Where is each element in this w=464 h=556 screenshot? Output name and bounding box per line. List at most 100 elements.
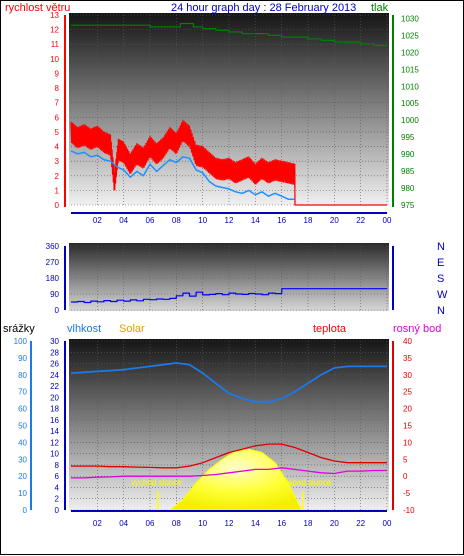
wind-tick-label: 10 bbox=[50, 55, 59, 64]
sunrise-label: východ slunce bbox=[131, 478, 182, 487]
temp-tick-label: -5 bbox=[403, 489, 411, 498]
pressure-label: tlak bbox=[371, 2, 389, 14]
precip-tick-label: 14 bbox=[50, 427, 59, 436]
precip-tick-label: 8 bbox=[55, 461, 60, 470]
pressure-tick-label: 1005 bbox=[401, 99, 419, 108]
direction-tick-label: 90 bbox=[50, 290, 59, 299]
precip-tick-label: 12 bbox=[50, 438, 59, 447]
temp-tick-label: 30 bbox=[403, 371, 412, 380]
solar-label: Solar bbox=[119, 323, 145, 335]
pressure-tick-label: 985 bbox=[401, 167, 415, 176]
precipitation-label: srážky bbox=[3, 323, 35, 335]
temperature-line bbox=[71, 443, 387, 469]
temperature-label: teplota bbox=[313, 323, 347, 335]
x-tick-label: 22 bbox=[356, 519, 365, 528]
x-tick-label: 16 bbox=[277, 519, 286, 528]
x-tick-label: 08 bbox=[172, 216, 181, 225]
pressure-tick-label: 975 bbox=[401, 201, 415, 210]
wind-tick-label: 0 bbox=[55, 201, 60, 210]
solar-area bbox=[168, 448, 303, 511]
pressure-tick-label: 980 bbox=[401, 184, 415, 193]
x-tick-label: 18 bbox=[304, 216, 313, 225]
x-tick-label: 12 bbox=[225, 519, 234, 528]
compass-tick-label: N bbox=[437, 241, 445, 253]
chart-title: 24 hour graph day : 28 February 2013 bbox=[171, 2, 356, 14]
temp-tick-label: -10 bbox=[403, 506, 415, 515]
x-tick-label: 20 bbox=[330, 519, 339, 528]
x-tick-label: 10 bbox=[198, 519, 207, 528]
wind-tick-label: 9 bbox=[55, 69, 60, 78]
pressure-tick-label: 1010 bbox=[401, 82, 419, 91]
x-tick-label: 08 bbox=[172, 519, 181, 528]
temp-tick-label: 25 bbox=[403, 388, 412, 397]
humidity-tick-label: 0 bbox=[23, 506, 28, 515]
temp-tick-label: 10 bbox=[403, 438, 412, 447]
humidity-tick-label: 90 bbox=[18, 354, 27, 363]
humidity-tick-label: 50 bbox=[18, 422, 27, 431]
humidity-tick-label: 80 bbox=[18, 371, 27, 380]
humidity-tick-label: 60 bbox=[18, 405, 27, 414]
pressure-tick-label: 1025 bbox=[401, 31, 419, 40]
compass-tick-label: S bbox=[437, 273, 444, 285]
precip-tick-label: 10 bbox=[50, 450, 59, 459]
precip-tick-label: 0 bbox=[55, 506, 60, 515]
wind-tick-label: 7 bbox=[55, 99, 60, 108]
compass-tick-label: E bbox=[437, 257, 444, 269]
wind-tick-label: 2 bbox=[55, 172, 60, 181]
wind-tick-label: 5 bbox=[55, 128, 60, 137]
precip-tick-label: 2 bbox=[55, 495, 60, 504]
temp-tick-label: 15 bbox=[403, 422, 412, 431]
compass-tick-label: W bbox=[437, 289, 448, 301]
wind-tick-label: 6 bbox=[55, 113, 60, 122]
precip-tick-label: 24 bbox=[50, 371, 59, 380]
precip-tick-label: 20 bbox=[50, 393, 59, 402]
wind-tick-label: 12 bbox=[50, 26, 59, 35]
humidity-tick-label: 40 bbox=[18, 438, 27, 447]
pressure-tick-label: 995 bbox=[401, 133, 415, 142]
pressure-tick-label: 1030 bbox=[401, 14, 419, 23]
wind-tick-label: 1 bbox=[55, 186, 60, 195]
precip-tick-label: 16 bbox=[50, 416, 59, 425]
x-tick-label: 06 bbox=[146, 519, 155, 528]
humidity-tick-label: 100 bbox=[14, 337, 28, 346]
direction-tick-label: 0 bbox=[55, 306, 60, 315]
wind-tick-label: 11 bbox=[51, 40, 60, 49]
precip-tick-label: 26 bbox=[50, 360, 59, 369]
sunset-label: západ slunce bbox=[284, 478, 332, 487]
humidity-label: vlhkost bbox=[67, 323, 101, 335]
wind-speed-line bbox=[70, 119, 387, 206]
direction-tick-label: 360 bbox=[46, 242, 60, 251]
precip-tick-label: 28 bbox=[50, 348, 59, 357]
humidity-tick-label: 20 bbox=[18, 472, 27, 481]
temp-tick-label: 20 bbox=[403, 405, 412, 414]
precip-tick-label: 30 bbox=[50, 337, 59, 346]
precip-tick-label: 22 bbox=[50, 382, 59, 391]
wind-tick-label: 4 bbox=[55, 143, 60, 152]
temp-tick-label: 35 bbox=[403, 354, 412, 363]
x-tick-label: 12 bbox=[225, 216, 234, 225]
temp-tick-label: 5 bbox=[403, 455, 408, 464]
series-lines bbox=[70, 22, 387, 479]
compass-tick-label: N bbox=[437, 305, 445, 317]
temp-tick-label: 40 bbox=[403, 337, 412, 346]
x-tick-label: 04 bbox=[119, 519, 128, 528]
x-tick-label: 04 bbox=[119, 216, 128, 225]
pressure-tick-label: 1015 bbox=[401, 65, 419, 74]
x-tick-label: 14 bbox=[251, 519, 260, 528]
grid-lines bbox=[71, 14, 388, 511]
pressure-tick-label: 990 bbox=[401, 150, 415, 159]
x-tick-label: 10 bbox=[198, 216, 207, 225]
wind-speed-label: rychlost větru bbox=[5, 2, 70, 14]
wind-tick-label: 8 bbox=[55, 84, 60, 93]
precip-tick-label: 18 bbox=[50, 405, 59, 414]
temp-tick-label: 0 bbox=[403, 472, 408, 481]
humidity-tick-label: 70 bbox=[18, 388, 27, 397]
x-tick-label: 00 bbox=[383, 519, 392, 528]
solar-layer bbox=[157, 448, 304, 511]
x-tick-label: 18 bbox=[304, 519, 313, 528]
x-tick-label: 06 bbox=[146, 216, 155, 225]
axes: 0123456789101112139759809859909951000100… bbox=[14, 11, 448, 528]
direction-tick-label: 270 bbox=[46, 258, 60, 267]
